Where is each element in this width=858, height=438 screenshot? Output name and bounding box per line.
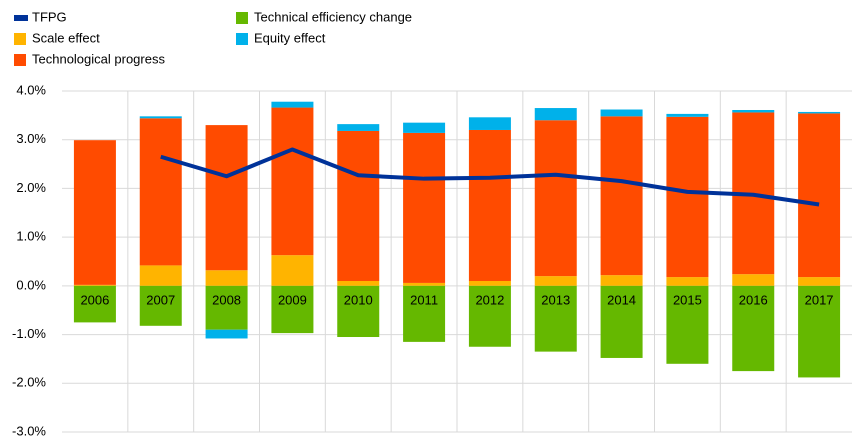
bar-segment bbox=[600, 275, 643, 286]
bar-segment bbox=[798, 277, 841, 286]
bar-segment bbox=[798, 285, 841, 378]
x-tick-label: 2013 bbox=[541, 292, 570, 307]
y-tick-label: 3.0% bbox=[16, 131, 46, 146]
bar-segment bbox=[468, 129, 511, 281]
x-tick-label: 2010 bbox=[344, 292, 373, 307]
y-tick-label: 0.0% bbox=[16, 277, 46, 292]
bar-segment bbox=[798, 113, 841, 278]
bar-segment bbox=[205, 329, 248, 339]
bar-segment bbox=[600, 285, 643, 358]
bar-segment bbox=[403, 122, 446, 133]
bar-segment bbox=[666, 116, 709, 278]
legend-swatch bbox=[14, 15, 28, 21]
x-tick-label: 2012 bbox=[475, 292, 504, 307]
bar-segment bbox=[732, 274, 775, 286]
bar-segment bbox=[73, 285, 116, 323]
bar-segment bbox=[205, 285, 248, 330]
bar-segment bbox=[73, 284, 116, 286]
y-tick-label: -3.0% bbox=[12, 423, 46, 438]
bar-segment bbox=[798, 111, 841, 114]
x-tick-label: 2017 bbox=[805, 292, 834, 307]
bar-segment bbox=[205, 125, 248, 271]
line-series bbox=[160, 147, 820, 207]
bar-segment bbox=[732, 285, 775, 372]
x-tick-label: 2016 bbox=[739, 292, 768, 307]
bar-segment bbox=[403, 282, 446, 286]
y-tick-label: -1.0% bbox=[12, 326, 46, 341]
bar-segment bbox=[534, 120, 577, 277]
legend-label: Technical efficiency change bbox=[254, 9, 412, 24]
bar-segment bbox=[666, 113, 709, 117]
bar-segment bbox=[337, 285, 380, 338]
bar-segment bbox=[403, 285, 446, 342]
legend-swatch bbox=[236, 33, 248, 45]
legend-label: Scale effect bbox=[32, 30, 100, 45]
bar-segment bbox=[271, 107, 314, 256]
bar-segment bbox=[73, 140, 116, 285]
y-tick-label: 1.0% bbox=[16, 229, 46, 244]
legend-swatch bbox=[236, 12, 248, 24]
bar-segment bbox=[732, 109, 775, 113]
bar-segment bbox=[337, 130, 380, 281]
y-tick-label: -2.0% bbox=[12, 375, 46, 390]
bar-segment bbox=[403, 132, 446, 283]
bar-segment bbox=[337, 124, 380, 131]
bar-segment bbox=[139, 118, 182, 266]
x-tick-label: 2014 bbox=[607, 292, 636, 307]
x-tick-label: 2006 bbox=[80, 292, 109, 307]
bar-segment bbox=[271, 101, 314, 108]
legend-label: Equity effect bbox=[254, 30, 326, 45]
x-tick-label: 2008 bbox=[212, 292, 241, 307]
x-tick-label: 2011 bbox=[410, 292, 438, 307]
legend-label: TFPG bbox=[32, 9, 67, 24]
legend-label: Technological progress bbox=[32, 51, 165, 66]
bar-segment bbox=[534, 108, 577, 121]
bar-segment bbox=[139, 116, 182, 119]
legend-swatch bbox=[14, 33, 26, 45]
x-tick-label: 2015 bbox=[673, 292, 702, 307]
x-tick-label: 2007 bbox=[146, 292, 175, 307]
bar-segment bbox=[271, 285, 314, 334]
bar-segment bbox=[205, 270, 248, 286]
bar-segment bbox=[468, 280, 511, 286]
bar-segment bbox=[600, 109, 643, 117]
bar-segment bbox=[534, 276, 577, 286]
y-tick-label: 4.0% bbox=[16, 82, 46, 97]
x-tick-label: 2009 bbox=[278, 292, 307, 307]
bar-segment bbox=[468, 117, 511, 130]
bar-segment bbox=[337, 280, 380, 286]
bar-segment bbox=[666, 285, 709, 364]
bar-segment bbox=[271, 255, 314, 286]
bar-segment bbox=[666, 277, 709, 286]
bar-segment bbox=[534, 285, 577, 352]
bar-segment bbox=[468, 285, 511, 347]
y-tick-label: 2.0% bbox=[16, 180, 46, 195]
bar-segment bbox=[139, 285, 182, 326]
bar-segment bbox=[600, 116, 643, 276]
bar-segment bbox=[139, 265, 182, 286]
legend-swatch bbox=[14, 54, 26, 66]
